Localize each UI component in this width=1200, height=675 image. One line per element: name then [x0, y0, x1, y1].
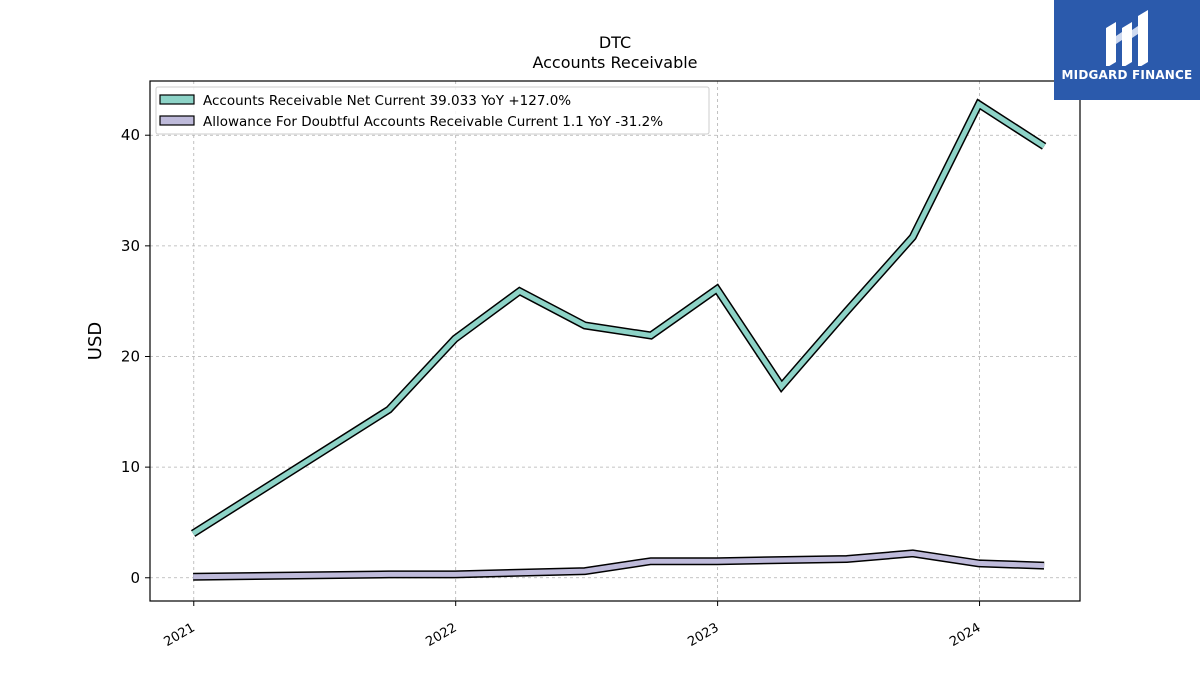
legend-label-2: Allowance For Doubtful Accounts Receivab…	[203, 114, 663, 130]
y-tick-label: 40	[121, 126, 140, 144]
x-tick-label: 2024	[947, 620, 983, 650]
y-tick-label: 10	[121, 458, 140, 476]
y-tick-label: 20	[121, 347, 140, 365]
legend-label-1: Accounts Receivable Net Current 39.033 Y…	[203, 93, 571, 109]
legend-swatch-1	[159, 94, 195, 105]
midgard-logo-icon	[1106, 10, 1148, 66]
brand-logo: MIDGARD FINANCE	[1054, 0, 1200, 100]
series-layer	[190, 98, 1047, 581]
y-axis-label: USD	[85, 322, 106, 360]
legend-swatch-2	[159, 115, 195, 126]
x-tick-label: 2023	[685, 620, 721, 650]
x-tick-label: 2021	[161, 620, 197, 650]
series-2-line	[193, 550, 1045, 580]
legend: Accounts Receivable Net Current 39.033 Y…	[155, 86, 710, 135]
plot-frame	[149, 80, 1081, 602]
legend-box	[155, 86, 710, 135]
y-tick-label: 0	[130, 569, 140, 587]
x-tick-label: 2022	[423, 620, 459, 650]
chart-title: DTC	[599, 33, 631, 52]
chart-subtitle: Accounts Receivable	[532, 53, 697, 72]
series-1-line	[191, 100, 1046, 536]
grid	[150, 81, 1080, 601]
series-1-outline	[190, 98, 1047, 537]
brand-name: MIDGARD FINANCE	[1061, 68, 1193, 82]
y-tick-label: 30	[121, 237, 140, 255]
